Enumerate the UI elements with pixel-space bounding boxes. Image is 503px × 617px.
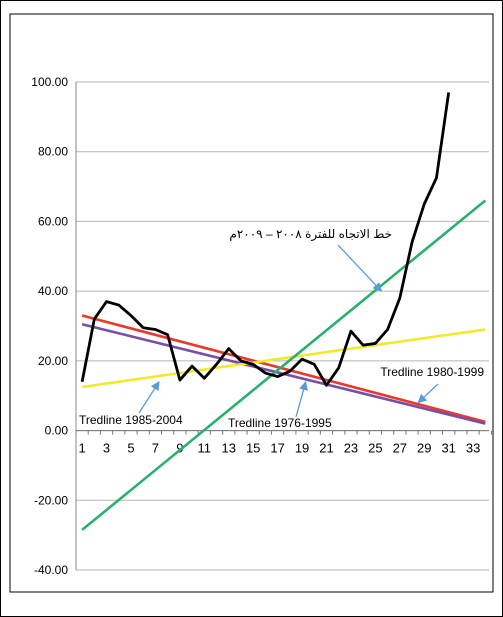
x-tick-label: 31	[441, 441, 455, 456]
y-tick-label: 20.00	[38, 354, 68, 368]
x-tick-label: 3	[103, 441, 110, 456]
plot-area: -40.00 -20.00 0.00 20.00 40.00 60.00 80.00 100.…	[31, 75, 492, 577]
inner-border	[9, 13, 494, 593]
trendline-1980-1999	[81, 314, 486, 424]
x-tick-label: 23	[344, 441, 358, 456]
y-tick-label: -20.00	[34, 493, 68, 507]
x-tick-label: 15	[246, 441, 260, 456]
trendline-1985-2004	[81, 328, 486, 389]
x-tick-label: 13	[222, 441, 236, 456]
x-tick-label: 27	[393, 441, 407, 456]
x-tick-label: 17	[270, 441, 284, 456]
x-tick-label: 5	[127, 441, 134, 456]
y-tick-label: 80.00	[38, 145, 68, 159]
annotation-arrow	[138, 381, 160, 414]
x-tick-label: 25	[368, 441, 382, 456]
data-series-line	[80, 92, 451, 387]
y-tick-label: 0.00	[45, 424, 69, 438]
annotation-arabic: خط الاتجاه للفترة ٢٠٠٨ – ٢٠٠٩م	[229, 227, 392, 242]
x-tick-label: 33	[466, 441, 480, 456]
y-tick-label: -40.00	[34, 563, 68, 577]
trendline-2008-2009	[81, 199, 487, 531]
y-tick-label: 60.00	[38, 214, 68, 228]
x-tick-label: 11	[198, 441, 212, 456]
x-tick-label: 21	[319, 441, 333, 456]
annotation-t8099: Tredline 1980-1999	[380, 365, 484, 379]
annotation-arrow	[417, 383, 439, 404]
x-tick-label: 19	[295, 441, 309, 456]
annotation-t7695: Tredline 1976-1995	[228, 416, 332, 430]
x-tick-label: 1	[78, 441, 85, 456]
y-tick-label: 40.00	[38, 284, 68, 298]
y-tick-label: 100.00	[31, 75, 68, 89]
annotation-arrow	[337, 244, 383, 292]
annotation-arrow	[295, 380, 308, 418]
x-tick-label: 9	[176, 441, 183, 456]
x-tick-label: 29	[417, 441, 431, 456]
annotation-t8504: Tredline 1985-2004	[79, 413, 183, 427]
x-tick-label: 7	[152, 441, 159, 456]
